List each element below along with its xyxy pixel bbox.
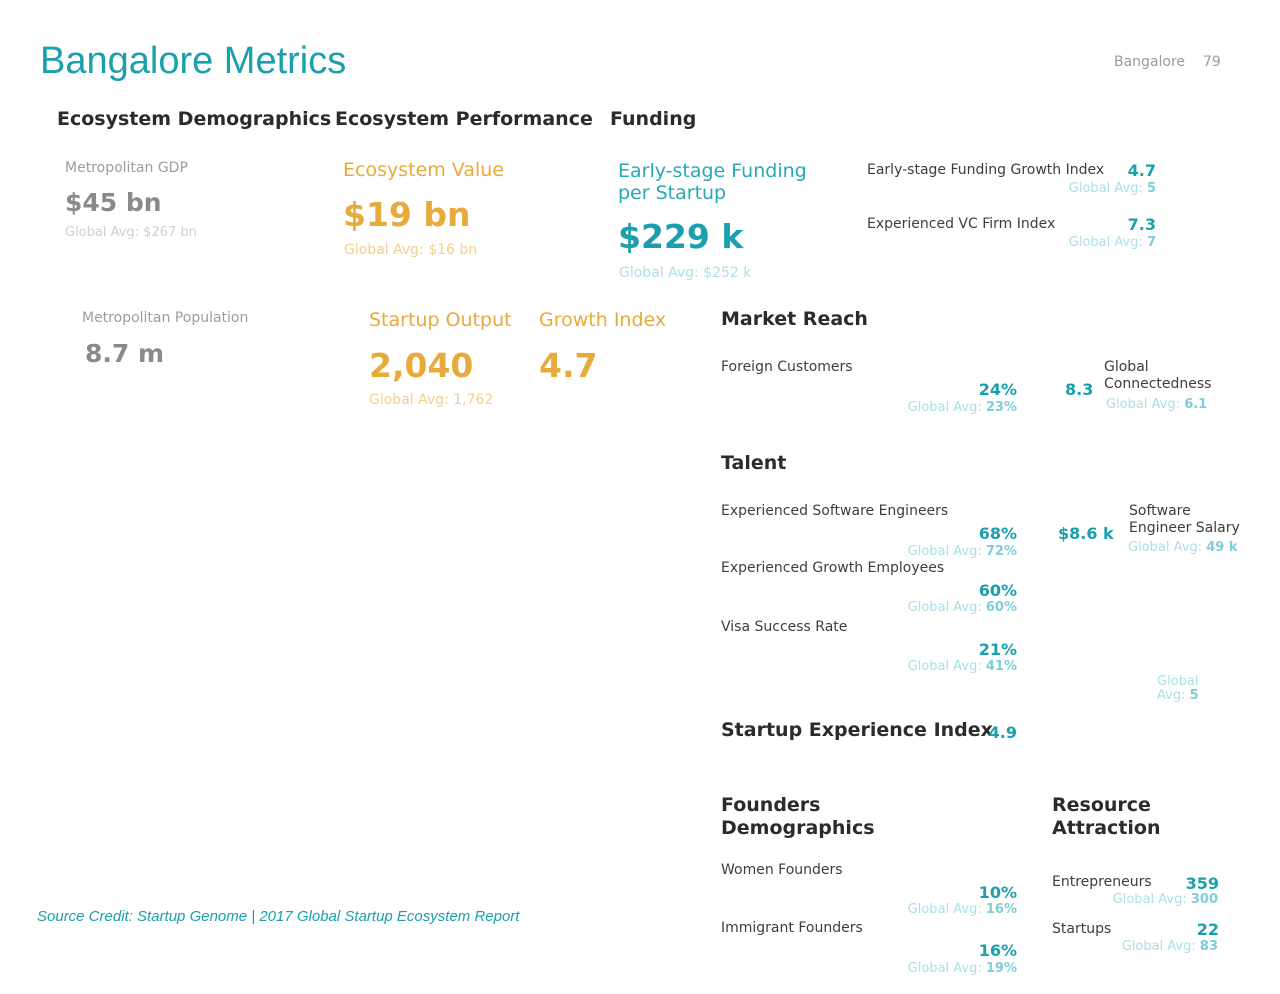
funding-heading: Funding xyxy=(610,108,697,130)
population-label: Metropolitan Population xyxy=(82,310,249,326)
performance-heading: Ecosystem Performance xyxy=(335,108,593,130)
talent-item-avg: Global Avg: 41% xyxy=(907,659,1017,674)
talent-item-avg: Global Avg: 72% xyxy=(907,544,1017,559)
resource-item-label: Entrepreneurs xyxy=(1052,874,1152,890)
talent-heading: Talent xyxy=(721,452,787,474)
foreign-customers-label: Foreign Customers xyxy=(721,359,853,375)
funding-growth-index-value: 4.7 xyxy=(1127,161,1156,180)
startup-output-avg: Global Avg: 1,762 xyxy=(369,392,494,408)
startup-experience-label: Startup Experience Index xyxy=(721,719,993,741)
resource-item-avg: Global Avg: 83 xyxy=(1121,939,1218,954)
startup-experience-value: 4.9 xyxy=(988,723,1017,742)
resource-item-label: Startups xyxy=(1052,921,1112,937)
resource-item-value: 22 xyxy=(1196,920,1219,939)
founders-item-value: 16% xyxy=(978,941,1017,960)
talent-item-value: 68% xyxy=(978,524,1017,543)
founders-item-avg: Global Avg: 19% xyxy=(907,961,1017,976)
resource-item-avg: Global Avg: 300 xyxy=(1112,892,1218,907)
vc-firm-index-value: 7.3 xyxy=(1127,215,1156,234)
foreign-customers-avg: Global Avg: 23% xyxy=(907,400,1017,415)
resource-item-value: 359 xyxy=(1185,874,1219,893)
ecosystem-value-avg: Global Avg: $16 bn xyxy=(344,242,478,258)
growth-index-label: Growth Index xyxy=(539,309,667,331)
founders-item-avg: Global Avg: 16% xyxy=(907,902,1017,917)
startup-output-value: 2,040 xyxy=(369,346,474,385)
gdp-label: Metropolitan GDP xyxy=(65,160,188,176)
founders-item-value: 10% xyxy=(978,883,1017,902)
resource-heading: Resource Attraction xyxy=(1052,794,1161,839)
ecosystem-value: $19 bn xyxy=(343,195,471,234)
gdp-global-avg: Global Avg: $267 bn xyxy=(65,225,197,240)
talent-item-value: 21% xyxy=(978,640,1017,659)
talent-item-avg: Global Avg: 60% xyxy=(907,600,1017,615)
talent-item-label: Visa Success Rate xyxy=(721,619,848,635)
startup-output-label: Startup Output xyxy=(369,309,512,331)
founders-item-label: Women Founders xyxy=(721,862,843,878)
early-funding-avg: Global Avg: $252 k xyxy=(619,265,752,281)
gdp-value: $45 bn xyxy=(65,188,162,217)
talent-item-value: 60% xyxy=(978,581,1017,600)
vc-firm-index-label: Experienced VC Firm Index xyxy=(867,216,1056,232)
page-title: Bangalore Metrics xyxy=(40,40,347,82)
market-reach-heading: Market Reach xyxy=(721,308,868,330)
connectedness-label: Global Connectedness xyxy=(1104,359,1212,392)
funding-growth-index-avg: Global Avg: 5 xyxy=(1068,181,1156,196)
early-funding-label: Early-stage Funding per Startup xyxy=(618,160,807,204)
demographics-heading: Ecosystem Demographics xyxy=(57,108,332,130)
ecosystem-value-label: Ecosystem Value xyxy=(343,159,504,181)
page-number: 79 xyxy=(1203,54,1221,70)
salary-value: $8.6 k xyxy=(1058,524,1114,543)
startup-experience-avg: Global Avg: 5 xyxy=(1157,674,1199,703)
vc-firm-index-avg: Global Avg: 7 xyxy=(1068,235,1156,250)
salary-label: Software Engineer Salary xyxy=(1129,503,1240,536)
foreign-customers-value: 24% xyxy=(978,380,1017,399)
founders-item-label: Immigrant Founders xyxy=(721,920,863,936)
source-credit: Source Credit: Startup Genome | 2017 Glo… xyxy=(37,908,520,925)
talent-item-label: Experienced Growth Employees xyxy=(721,560,945,576)
funding-growth-index-label: Early-stage Funding Growth Index xyxy=(867,162,1105,178)
salary-avg: Global Avg: 49 k xyxy=(1128,540,1238,555)
talent-item-label: Experienced Software Engineers xyxy=(721,503,949,519)
founders-heading: Founders Demographics xyxy=(721,794,875,839)
header-city: Bangalore xyxy=(1114,54,1186,70)
early-funding-value: $229 k xyxy=(618,217,744,256)
population-value: 8.7 m xyxy=(85,339,165,368)
connectedness-avg: Global Avg: 6.1 xyxy=(1106,397,1208,412)
connectedness-value: 8.3 xyxy=(1065,380,1094,399)
growth-index-value: 4.7 xyxy=(539,346,598,385)
